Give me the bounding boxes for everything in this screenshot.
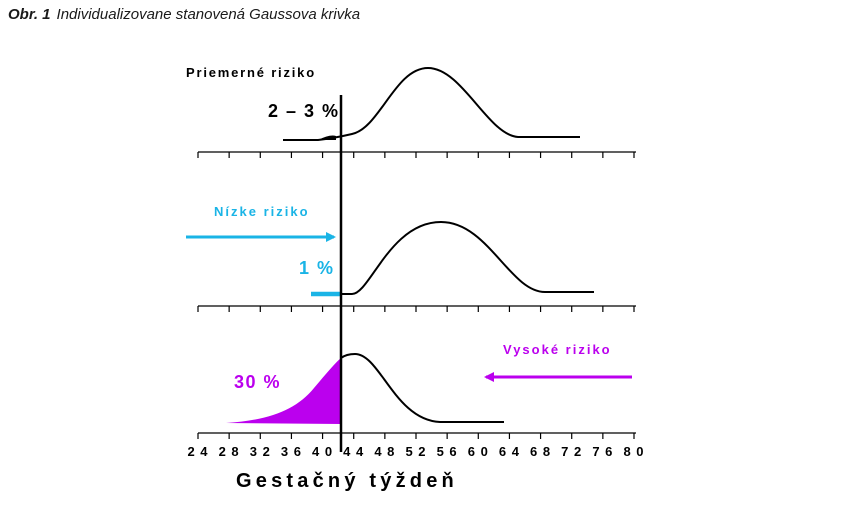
low-risk-curve xyxy=(341,220,594,295)
tick-label: 4 8 xyxy=(374,444,395,459)
tick-label: 7 6 xyxy=(592,444,613,459)
average-risk-label: Priemerné riziko xyxy=(186,65,316,80)
tick-label: 4 0 xyxy=(312,444,333,459)
ticks-bottom xyxy=(197,433,635,439)
tick-label: 2 4 xyxy=(187,444,208,459)
tick-label: 6 0 xyxy=(468,444,489,459)
tick-label: 6 8 xyxy=(530,444,551,459)
tick-label: 8 0 xyxy=(623,444,644,459)
tick-label: 5 2 xyxy=(405,444,426,459)
tick-label: 3 2 xyxy=(250,444,271,459)
tick-label: 5 6 xyxy=(437,444,458,459)
figure-number: Obr. 1 xyxy=(8,6,51,23)
high-risk-curve xyxy=(340,352,504,423)
tick-label: 6 4 xyxy=(499,444,520,459)
high-risk-label: Vysoké riziko xyxy=(503,342,612,357)
low-risk-value: 1 % xyxy=(299,258,335,278)
figure-title: Individualizovane stanovená Gaussova kri… xyxy=(56,6,361,23)
high-risk-value: 30 % xyxy=(234,372,281,392)
low-risk-label: Nízke riziko xyxy=(214,204,310,219)
average-risk-curve xyxy=(283,66,580,141)
tick-label: 3 6 xyxy=(281,444,302,459)
tick-label: 7 2 xyxy=(561,444,582,459)
figure-caption: Obr. 1 Individualizovane stanovená Gausso… xyxy=(8,6,360,23)
tick-label: 2 8 xyxy=(219,444,240,459)
ticks-middle xyxy=(197,306,635,312)
high-risk-shaded-area xyxy=(226,358,341,424)
tick-label: 4 4 xyxy=(343,444,364,459)
average-risk-value: 2 – 3 % xyxy=(268,101,340,121)
x-axis-label: Gestačný týždeň xyxy=(236,470,458,492)
ticks-top xyxy=(197,152,635,158)
tick-labels: 2 4 2 8 3 2 3 6 4 0 4 4 4 8 5 2 5 6 6 0 6 4 6 8 7 2 7… xyxy=(187,444,644,459)
